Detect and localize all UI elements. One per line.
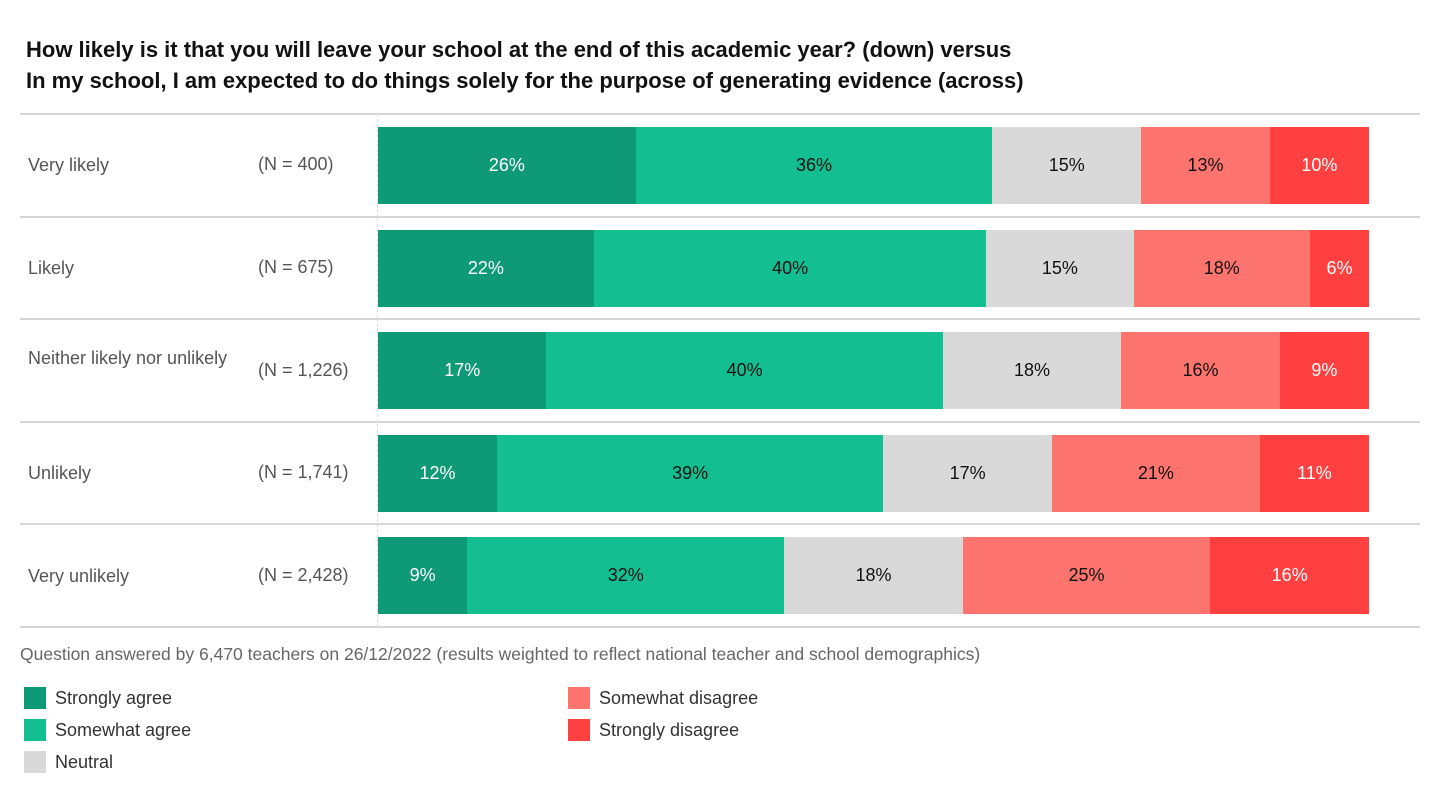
row-separator [20,318,1420,321]
bar-segment: 15% [986,229,1134,307]
legend-label: Strongly disagree [599,719,740,740]
row-separator [20,113,1420,115]
row-n-label: (N = 1,226) [258,359,349,380]
stacked-bar: 9% 32% 18% 25% 16% [378,537,1369,615]
legend-swatch [24,687,46,709]
bar-segment: 10% [1269,127,1369,204]
data-label: 21% [1137,462,1174,483]
legend-swatch [24,719,46,741]
bar-segment: 40% [546,332,943,410]
row-label: Very likely [28,155,110,176]
legend-item: Strongly disagree [568,719,739,741]
legend-label: Strongly agree [55,687,173,708]
bar-segment: 18% [942,332,1122,410]
row-separator [20,215,1420,218]
data-label: 40% [772,257,809,278]
stacked-bar: 17% 40% 18% 16% 9% [378,332,1369,410]
data-label: 39% [672,462,709,483]
bar-segment: 40% [593,229,987,307]
axis-divider [377,114,378,627]
row-separator [20,626,1420,628]
bar-segment: 15% [992,127,1142,204]
data-label: 17% [949,462,986,483]
chart-title-line: In my school, I am expected to do things… [26,68,1024,93]
data-label: 18% [1203,257,1240,278]
data-label: 6% [1326,257,1353,278]
row-separator [20,420,1420,423]
stacked-bar: 26% 36% 15% 13% 10% [378,127,1369,204]
legend-item: Somewhat disagree [568,687,758,709]
bar-segment: 39% [496,434,884,512]
row-n-label: (N = 675) [258,256,334,277]
data-label: 9% [409,565,436,586]
data-label: 15% [1048,155,1085,175]
bar-segment: 17% [883,434,1052,512]
row-separator [20,523,1420,526]
legend-item: Strongly agree [24,687,172,709]
data-label: 17% [444,360,481,381]
row-label: Very unlikely [28,565,130,586]
legend-item: Neutral [24,751,113,773]
row-label: Neither likely nor unlikely [28,347,228,368]
data-label: 18% [855,565,892,586]
bar-segment: 21% [1051,434,1260,512]
legend-swatch [568,687,590,709]
bar-segment: 25% [962,537,1211,615]
data-label: 12% [419,462,456,483]
data-label: 40% [726,360,763,381]
data-label: 9% [1311,360,1338,381]
bar-segment: 18% [1133,229,1311,307]
bar-segment: 13% [1141,127,1270,204]
row-label: Unlikely [28,463,92,484]
stacked-bar: 22% 40% 15% 18% 6% [378,229,1369,307]
data-label: 26% [488,155,525,175]
legend-swatch [568,719,590,741]
bar-segment: 36% [635,127,993,204]
chart-title-line: How likely is it that you will leave you… [26,37,1012,62]
bar-segment: 9% [1279,332,1369,410]
bar-segment: 16% [1210,537,1369,615]
row-n-label: (N = 2,428) [258,564,349,585]
data-label: 32% [607,565,644,586]
row-label: Likely [28,257,75,278]
bar-segment: 12% [378,434,497,512]
data-label: 11% [1297,462,1332,483]
bar-segment: 26% [378,127,636,204]
data-label: 18% [1014,360,1051,381]
bar-segment: 11% [1259,434,1369,512]
data-label: 22% [467,257,504,278]
bar-segment: 16% [1121,332,1280,410]
bar-segment: 6% [1310,229,1369,307]
bar-segment: 17% [378,332,547,410]
data-label: 36% [796,155,833,175]
chart-title: How likely is it that you will leave you… [26,34,1024,96]
data-label: 13% [1187,155,1224,175]
legend-label: Neutral [55,751,114,772]
footnote: Question answered by 6,470 teachers on 2… [20,644,981,664]
legend-item: Somewhat agree [24,719,191,741]
data-label: 16% [1182,360,1219,381]
row-n-label: (N = 400) [258,154,334,175]
data-label: 16% [1271,565,1308,586]
legend-label: Somewhat disagree [599,687,759,708]
bar-segment: 18% [784,537,963,615]
bar-segment: 9% [378,537,468,615]
data-label: 15% [1041,257,1078,278]
bar-segment: 22% [378,229,594,307]
bar-segment: 32% [467,537,785,615]
data-label: 25% [1068,565,1105,586]
legend-label: Somewhat agree [55,719,192,740]
stacked-bar: 12% 39% 17% 21% 11% [378,434,1369,512]
row-n-label: (N = 1,741) [258,462,349,483]
legend-swatch [24,751,46,773]
data-label: 10% [1301,155,1338,175]
